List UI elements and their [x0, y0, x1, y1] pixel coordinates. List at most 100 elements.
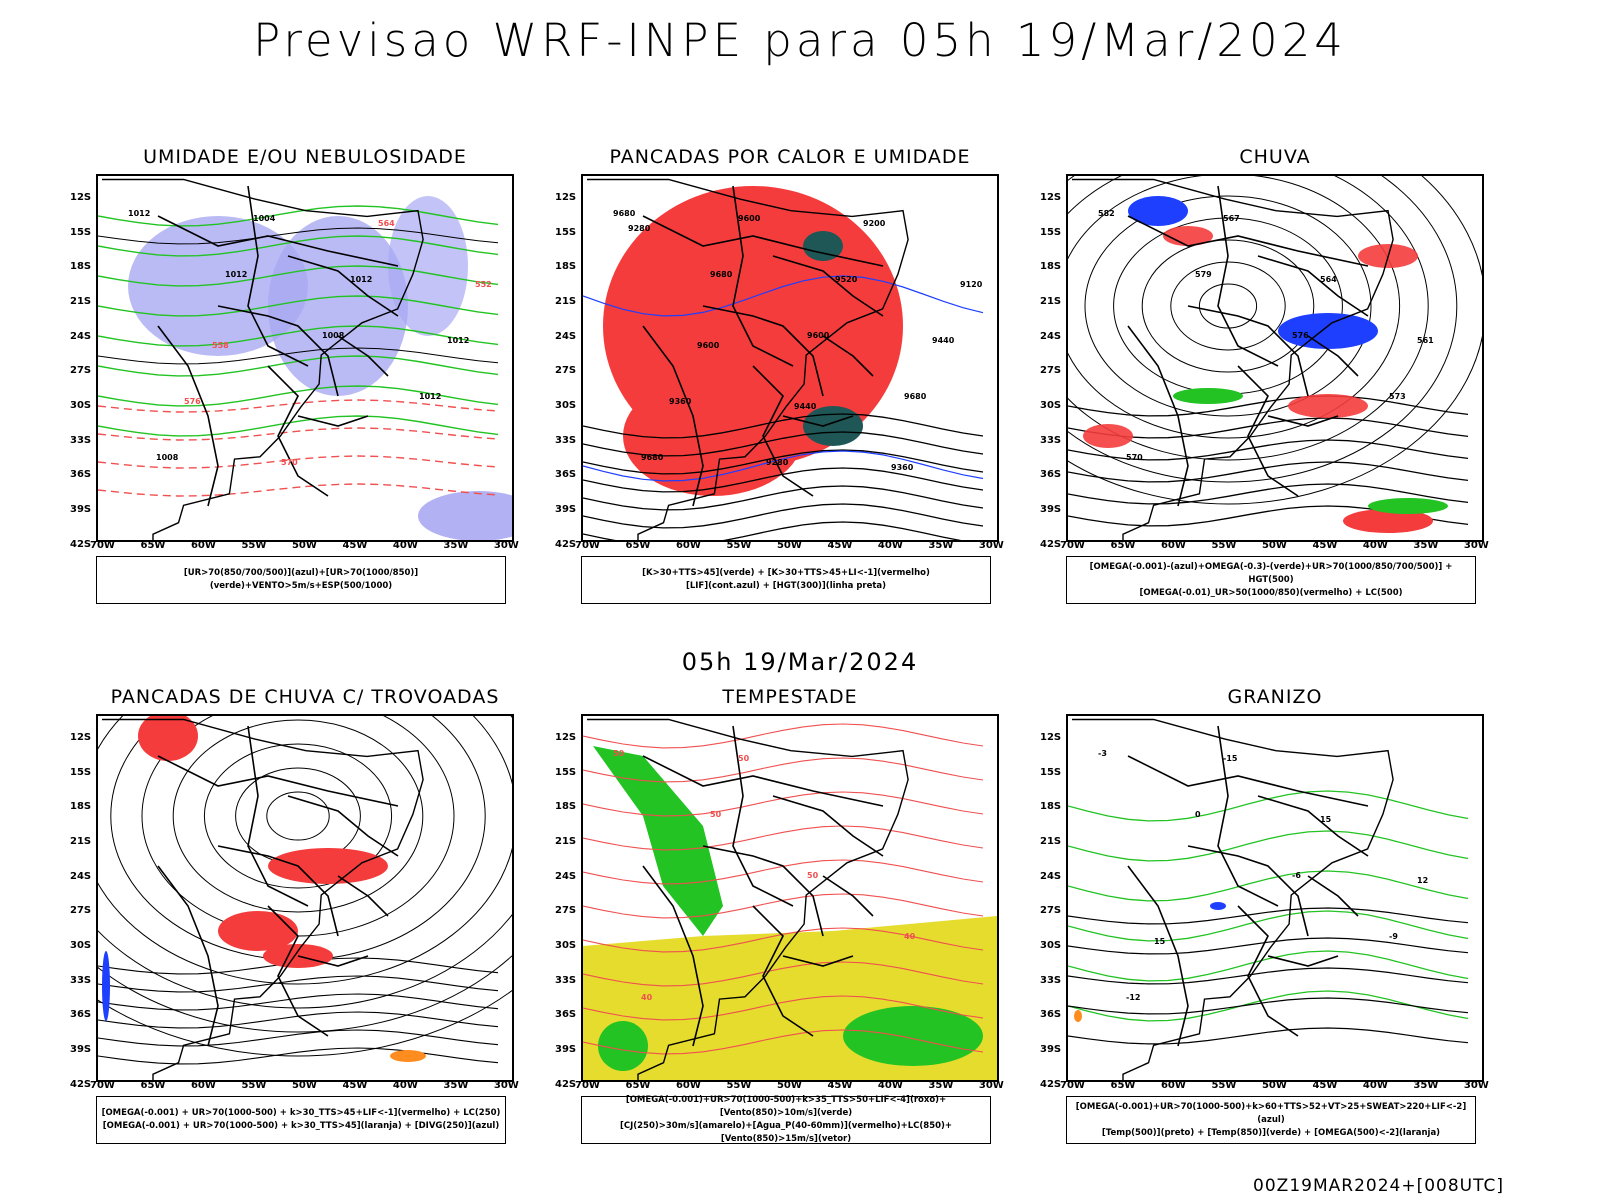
isoline: [583, 1029, 984, 1055]
border-line: [642, 215, 884, 267]
lat-tick-label: 39S: [1040, 1044, 1062, 1055]
isoline: [1170, 261, 1286, 351]
lon-tick-label: 60W: [190, 540, 216, 551]
isoline: [98, 455, 499, 469]
panel-title: PANCADAS POR CALOR E UMIDADE: [609, 146, 971, 168]
panel-title: UMIDADE E/OU NEBULOSIDADE: [143, 146, 467, 168]
border-line: [287, 795, 399, 857]
field-area: [102, 951, 110, 1021]
lon-tick-label: 40W: [1362, 1080, 1388, 1091]
border-line: [217, 305, 339, 397]
isoline: [1068, 990, 1469, 1022]
isoline: [1113, 217, 1343, 395]
lat-tick-label: 27S: [70, 905, 92, 917]
border-line: [752, 905, 814, 1037]
isoline: [1068, 790, 1469, 822]
lat-tick-label: 36S: [1040, 469, 1062, 481]
isoline: [1068, 439, 1469, 461]
lat-tick-label: 27S: [555, 905, 577, 917]
panel-title: GRANIZO: [1227, 686, 1323, 708]
lon-tick-label: 65W: [1110, 1080, 1136, 1091]
lat-tick-label: 15S: [1040, 766, 1062, 778]
field-area: [843, 1006, 983, 1066]
panel-granizo: GRANIZO -3 0 -6 -9 -12 -15 15 12 15 12S 15S 18S 21S 24…: [1040, 686, 1510, 1146]
panel-umidade: UMIDADE E/OU NEBULOSIDADE 1012 1012 1008 101…: [70, 146, 540, 606]
lon-tick-label: 55W: [1211, 1080, 1237, 1091]
lat-tick-label: 33S: [1040, 974, 1062, 986]
legend-line: [OMEGA(-0.001)-(azul)+OMEGA(-0.3)-(verde…: [1089, 561, 1453, 585]
isoline: [1068, 417, 1469, 439]
lon-tick-label: 35W: [928, 1080, 954, 1091]
contour-label: 9280: [766, 458, 789, 467]
contour-label: 1004: [253, 214, 276, 223]
lat-tick-label: 39S: [70, 504, 92, 515]
field-area: [593, 746, 723, 936]
panel-title: PANCADAS DE CHUVA C/ TROVOADAS: [110, 686, 500, 708]
legend-box: [OMEGA(-0.001)+UR>70(1000-500)+k>60+TTS>…: [1066, 1096, 1476, 1144]
lon-tick-label: 45W: [342, 1080, 368, 1091]
lat-tick-label: 42S: [1040, 538, 1062, 550]
lat-tick-label: 30S: [555, 400, 577, 411]
lat-tick-label: 36S: [555, 469, 577, 481]
lon-tick-label: 70W: [90, 1080, 115, 1091]
lat-tick-label: 30S: [555, 940, 577, 951]
border-line: [157, 755, 399, 807]
contour-label: 50: [738, 754, 750, 763]
border-line: [267, 365, 329, 497]
lat-tick-label: 24S: [555, 330, 577, 342]
lon-tick-label: 55W: [726, 540, 752, 551]
border-line: [772, 795, 884, 857]
border-line: [702, 305, 824, 397]
isoline: [583, 450, 984, 482]
contour-label: 9440: [794, 402, 817, 411]
lat-tick-label: 24S: [70, 870, 92, 882]
lon-tick-label: 60W: [1160, 1080, 1186, 1091]
contour-label: 1012: [447, 336, 469, 345]
legend-line: [OMEGA(-0.001) + UR>70(1000-500) + k>30_…: [102, 1121, 500, 1131]
border-line: [1307, 875, 1359, 917]
lat-tick-label: 12S: [555, 732, 577, 743]
isoline: [1084, 195, 1372, 417]
lon-tick-label: 35W: [443, 540, 469, 551]
contour-label: -12: [1126, 993, 1140, 1002]
border-line: [1267, 955, 1339, 967]
lon-tick-label: 30W: [493, 1080, 519, 1091]
border-line: [782, 415, 854, 427]
isoline: [203, 743, 393, 889]
legend-line: [LIF](cont.azul) + [HGT(300)](linha pret…: [685, 581, 887, 591]
legend-line: [OMEGA(-0.001)+UR>70(1000-500)+k>35_TTS>…: [625, 1095, 947, 1118]
contour-label: 564: [378, 219, 395, 228]
isoline: [583, 723, 984, 749]
lat-tick-label: 18S: [1040, 801, 1062, 813]
contour-label: 9200: [863, 219, 886, 228]
panel-title: CHUVA: [1239, 146, 1311, 168]
border-line: [1237, 905, 1299, 1037]
isoline: [1068, 907, 1469, 925]
isoline: [583, 825, 984, 851]
lon-tick-label: 30W: [978, 540, 1004, 551]
isoline: [583, 893, 984, 919]
lon-tick-label: 45W: [1312, 540, 1338, 551]
border-line: [287, 255, 399, 317]
lon-tick-label: 40W: [877, 540, 903, 551]
contour-label: 9680: [904, 392, 927, 401]
lat-tick-label: 21S: [1040, 836, 1062, 847]
border-line: [642, 325, 704, 507]
isoline: [1068, 1027, 1469, 1045]
contour-label: 1012: [350, 275, 372, 284]
isoline: [583, 521, 962, 540]
contour-label: -3: [1098, 749, 1107, 758]
border-line: [1187, 845, 1309, 937]
isoline: [1198, 283, 1258, 329]
field-area: [1343, 509, 1433, 533]
lat-tick-label: 15S: [70, 766, 92, 778]
isoline: [266, 791, 330, 841]
contour-label: 9680: [641, 453, 664, 462]
lat-tick-label: 39S: [1040, 504, 1062, 515]
lat-tick-label: 30S: [70, 400, 92, 411]
lat-tick-label: 27S: [70, 365, 92, 377]
lat-tick-label: 33S: [1040, 434, 1062, 446]
contour-label: 12: [1417, 876, 1428, 885]
panel-trovoadas: PANCADAS DE CHUVA C/ TROVOADAS 12S 15S 18S 2…: [70, 686, 540, 1146]
isoline: [98, 1029, 499, 1047]
